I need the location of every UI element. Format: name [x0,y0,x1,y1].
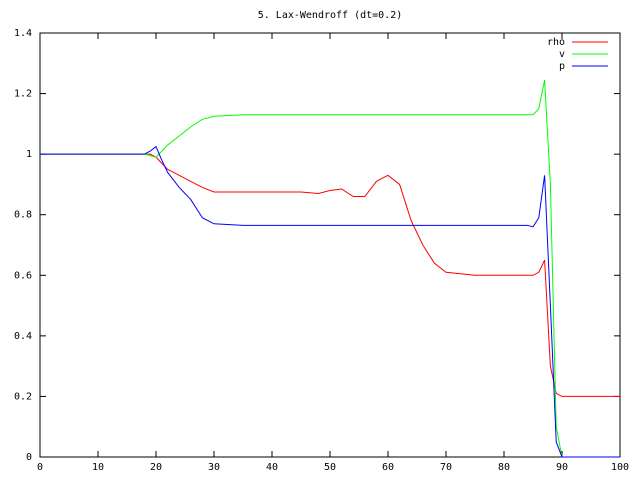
legend-label: v [559,49,565,60]
x-tick-label: 100 [611,462,629,473]
y-tick-label: 1.2 [14,89,32,100]
y-tick-label: 0.8 [14,210,32,221]
y-tick-label: 0.4 [14,331,32,342]
x-tick-label: 60 [382,462,394,473]
data-line [40,145,620,458]
x-tick-label: 10 [92,462,104,473]
x-tick-label: 90 [556,462,568,473]
legend-label: rho [547,37,565,48]
data-line [40,79,620,458]
x-tick-label: 30 [208,462,220,473]
y-tick-label: 1.4 [14,28,32,39]
data-line [40,153,620,397]
y-tick-label: 0.2 [14,391,32,402]
x-tick-label: 80 [498,462,510,473]
legend-label: p [559,61,565,72]
x-tick-label: 0 [37,462,43,473]
x-tick-label: 70 [440,462,452,473]
x-tick-label: 50 [324,462,336,473]
y-tick-label: 0.6 [14,270,32,281]
y-tick-label: 1 [26,149,32,160]
x-tick-label: 40 [266,462,278,473]
chart-title: 5. Lax-Wendroff (dt=0.2) [258,10,403,21]
y-tick-label: 0 [26,452,32,463]
x-tick-label: 20 [150,462,162,473]
